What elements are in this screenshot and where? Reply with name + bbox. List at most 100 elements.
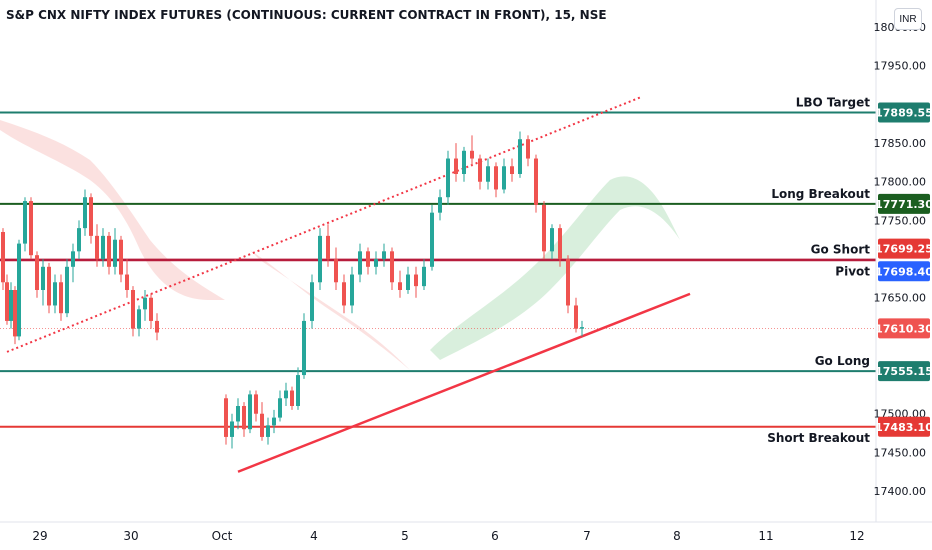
level-badge-text-3: 17698.40 — [875, 265, 932, 278]
candle-body — [155, 320, 159, 333]
level-label-4: Go Long — [815, 354, 870, 368]
candle-body — [382, 251, 386, 260]
time-axis[interactable]: 29 30 Oct 4 5 6 7 8 11 12 — [0, 521, 932, 543]
candle-body — [366, 251, 370, 267]
candle-body — [59, 282, 63, 314]
level-labels: LBO Target Long Breakout Go Short Pivot Go L… — [767, 95, 870, 444]
candle-body — [131, 290, 135, 329]
candle-body — [41, 266, 45, 290]
cloud-red-segment-2 — [250, 250, 420, 380]
x-tick-label: 12 — [849, 529, 864, 543]
candle-body — [430, 212, 434, 267]
x-tick-label: 4 — [310, 529, 318, 543]
y-tick-label: 17800.00 — [874, 176, 927, 189]
level-lines — [0, 111, 876, 428]
candle-body — [334, 259, 338, 283]
candle-body — [406, 274, 410, 290]
candle-body — [260, 413, 264, 437]
candle-body — [510, 166, 514, 174]
candle-body — [1, 232, 5, 283]
level-badge-3 — [878, 261, 930, 282]
trend-line-lower-trend — [237, 292, 691, 473]
candle-body — [236, 406, 240, 422]
candle-body — [350, 274, 354, 306]
candle-body — [107, 235, 111, 267]
candle-body — [266, 425, 270, 437]
candle-body — [318, 235, 322, 283]
candle-body — [534, 158, 538, 205]
candle-body — [374, 259, 378, 267]
candle-body — [518, 139, 522, 174]
price-axis[interactable]: 18000.0017950.0017850.0017800.0017750.00… — [874, 0, 932, 522]
candle-body — [13, 290, 17, 337]
candle-body — [580, 327, 584, 329]
last-price-text: 17610.30 — [875, 322, 932, 335]
candle-body — [358, 251, 362, 275]
candle-body — [478, 158, 482, 182]
level-badge-0 — [878, 102, 930, 123]
candle-body — [390, 251, 394, 283]
candle-body — [23, 201, 27, 244]
y-tick-label: 17750.00 — [874, 214, 927, 227]
x-tick-label: 30 — [123, 529, 138, 543]
cloud-green-segment — [430, 176, 680, 360]
x-tick-label: 7 — [583, 529, 591, 543]
candle-body — [119, 239, 123, 275]
candle-body — [17, 243, 21, 337]
x-tick-label: 11 — [758, 529, 773, 543]
candle-body — [558, 228, 562, 260]
candle-body — [542, 204, 546, 252]
candle-body — [326, 235, 330, 260]
level-badge-1 — [878, 193, 930, 214]
ichimoku-cloud — [0, 120, 680, 380]
candle-body — [462, 150, 466, 174]
currency-button[interactable]: INR — [894, 8, 922, 30]
y-tick-label: 17450.00 — [874, 446, 927, 459]
y-tick-label: 17950.00 — [874, 60, 927, 73]
candle-body — [398, 282, 402, 290]
candle-body — [47, 266, 51, 306]
level-badge-text-0: 17889.55 — [875, 106, 932, 119]
candle-body — [125, 274, 129, 290]
candle-body — [494, 166, 498, 190]
y-tick-label: 17850.00 — [874, 137, 927, 150]
candle-body — [248, 394, 252, 430]
level-label-2: Go Short — [811, 243, 871, 257]
candle-body — [113, 239, 117, 267]
candles — [1, 131, 584, 449]
candle-body — [35, 255, 39, 290]
y-axis-ticks: 18000.0017950.0017850.0017800.0017750.00… — [874, 21, 927, 498]
candle-body — [230, 421, 234, 437]
candle-body — [242, 406, 246, 430]
level-badge-5 — [878, 416, 930, 437]
candle-body — [284, 390, 288, 399]
candle-body — [526, 139, 530, 159]
level-label-1: Long Breakout — [771, 187, 870, 201]
candle-body — [454, 158, 458, 174]
candle-body — [310, 282, 314, 321]
candle-body — [137, 309, 141, 329]
candle-body — [342, 282, 346, 306]
candle-body — [550, 228, 554, 252]
x-tick-label: 29 — [32, 529, 47, 543]
level-badge-text-5: 17483.10 — [875, 421, 932, 434]
trend-line-upper-channel — [6, 95, 643, 353]
level-label-5: Short Breakout — [767, 431, 870, 445]
y-tick-label: 17650.00 — [874, 292, 927, 305]
candle-body — [438, 197, 442, 213]
candle-body — [446, 158, 450, 198]
price-badges: 17889.55 17771.30 17699.25 17698.40 17555.15… — [875, 102, 932, 437]
chart-title: S&P CNX NIFTY INDEX FUTURES (CONTINUOUS:… — [6, 8, 607, 22]
candle-body — [5, 282, 9, 321]
candle-body — [414, 274, 418, 287]
candle-body — [502, 166, 506, 190]
candle-body — [149, 297, 153, 321]
candle-body — [53, 282, 57, 306]
trend-lines — [6, 95, 691, 473]
level-badge-text-4: 17555.15 — [875, 365, 932, 378]
x-tick-label: 6 — [491, 529, 499, 543]
candle-body — [224, 398, 228, 437]
candle-body — [254, 394, 258, 414]
level-label-3: Pivot — [835, 264, 870, 278]
